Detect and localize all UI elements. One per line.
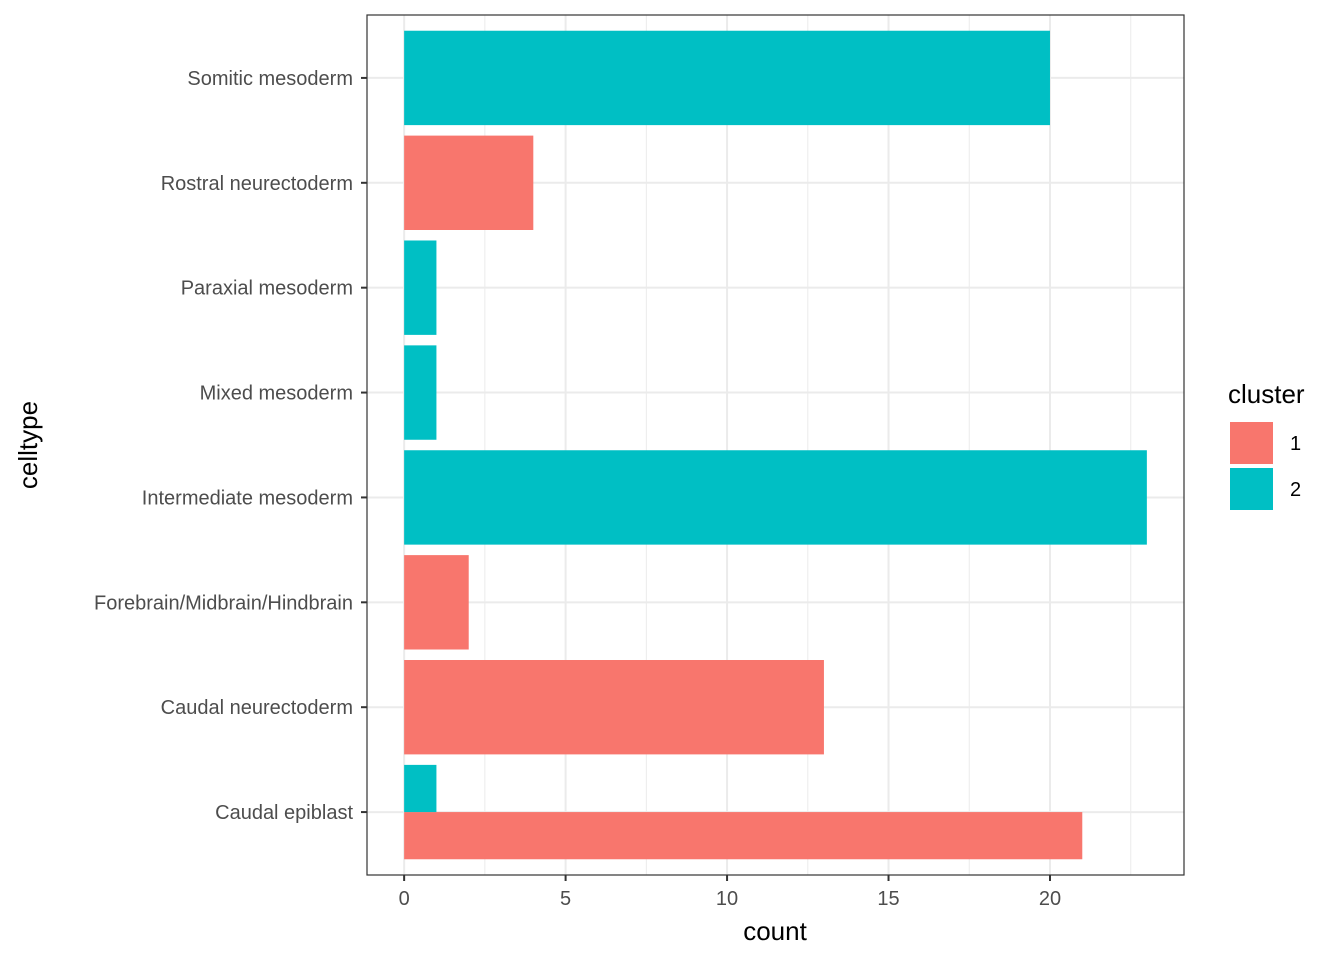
y-tick-label: Intermediate mesoderm: [142, 487, 353, 509]
bar: [404, 660, 824, 755]
plot-panel-border: [366, 14, 1185, 876]
legend-title: cluster: [1228, 379, 1305, 409]
y-tick-label: Caudal neurectoderm: [161, 697, 353, 719]
bar: [404, 764, 437, 813]
y-tick-label: Mixed mesoderm: [200, 383, 353, 405]
bar: [404, 345, 437, 440]
x-tick-label: 15: [877, 888, 899, 910]
y-axis-title: celltype: [13, 401, 43, 489]
bar: [404, 240, 437, 335]
y-axis: Caudal epiblast Caudal neurectoderm Forebr…: [94, 68, 367, 824]
legend-items: 12: [1230, 422, 1301, 510]
y-tick-label: Paraxial mesoderm: [181, 278, 353, 300]
y-tick-label: Forebrain/Midbrain/Hindbrain: [94, 592, 353, 614]
bar: [404, 450, 1147, 545]
y-tick-label: Caudal epiblast: [215, 802, 353, 824]
x-axis: 0 5 10 15 20: [399, 875, 1061, 910]
bar: [404, 555, 469, 650]
bars: [404, 30, 1147, 860]
bar: [404, 135, 534, 230]
x-tick-label: 5: [560, 888, 571, 910]
x-tick-label: 0: [399, 888, 410, 910]
legend-label: 2: [1290, 479, 1301, 501]
legend-label: 1: [1290, 433, 1301, 455]
y-tick-label: Somitic mesoderm: [187, 68, 353, 90]
legend: cluster 12: [1228, 379, 1305, 510]
legend-key-swatch: [1230, 422, 1273, 464]
x-tick-label: 20: [1039, 888, 1061, 910]
y-tick-label: Rostral neurectoderm: [161, 173, 353, 195]
legend-key-swatch: [1230, 468, 1273, 510]
bar: [404, 812, 1083, 860]
bar: [404, 30, 1050, 126]
x-axis-title: count: [743, 916, 807, 946]
x-tick-label: 10: [716, 888, 738, 910]
